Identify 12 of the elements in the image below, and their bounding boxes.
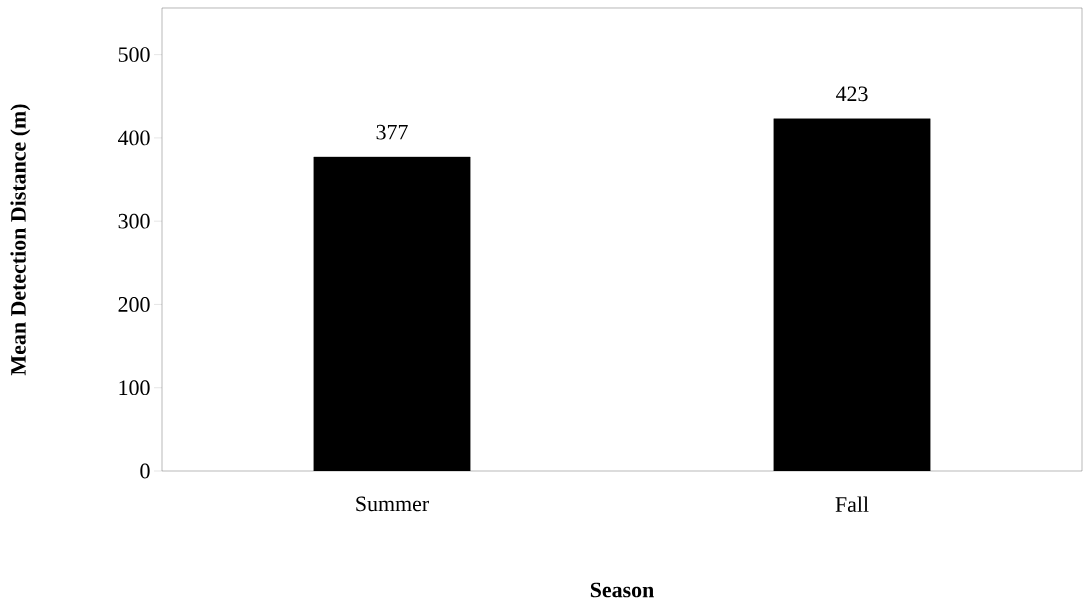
- y-tick-label: 100: [119, 380, 150, 396]
- x-tick-label: Summer: [356, 496, 429, 512]
- x-axis-title: Season: [590, 582, 654, 598]
- x-tick-label: Fall: [835, 496, 869, 512]
- y-axis-title: Mean Detection Distance (m): [10, 104, 31, 376]
- y-tick-label: 0: [140, 463, 150, 479]
- y-tick-label: 200: [118, 297, 150, 312]
- y-tick-label: 400: [118, 130, 150, 146]
- y-tick-label: 500: [118, 47, 150, 63]
- y-tick-label: 300: [118, 213, 150, 229]
- data-label: 423: [835, 86, 868, 102]
- data-label: 377: [376, 124, 408, 140]
